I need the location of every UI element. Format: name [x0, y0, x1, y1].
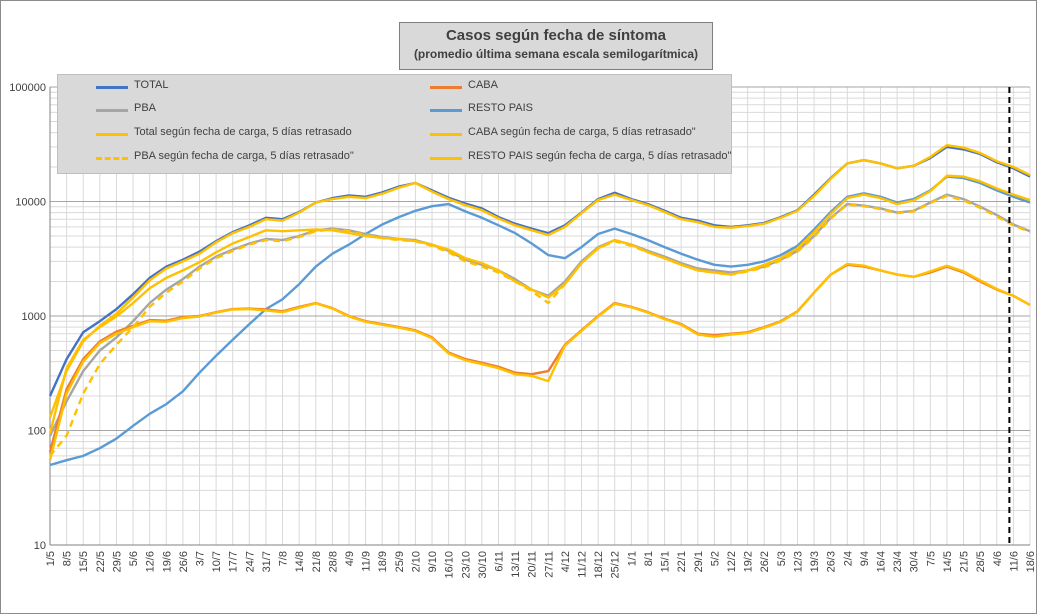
- legend-label: CABA según fecha de carga, 5 días retras…: [468, 126, 696, 138]
- x-tick-label: 8/1: [643, 551, 655, 566]
- x-tick-label: 25/9: [394, 551, 406, 572]
- legend-label: RESTO PAIS según fecha de carga, 5 días …: [468, 150, 732, 162]
- x-tick-label: 16/10: [444, 551, 456, 579]
- y-tick-label: 1000: [22, 311, 46, 323]
- x-tick-label: 31/7: [261, 551, 273, 572]
- x-tick-label: 20/11: [527, 551, 539, 578]
- legend-label: Total según fecha de carga, 5 días retra…: [134, 126, 352, 138]
- x-tick-label: 2/10: [410, 551, 422, 572]
- x-tick-label: 8/5: [62, 551, 74, 566]
- x-tick-label: 25/12: [610, 551, 622, 579]
- series-line-5: [48, 262, 1031, 461]
- x-tick-label: 14/8: [294, 551, 306, 572]
- legend-label: TOTAL: [134, 79, 169, 91]
- x-tick-label: 1/5: [45, 551, 57, 566]
- series-line-3: [49, 175, 1031, 467]
- x-tick-label: 5/3: [776, 551, 788, 566]
- series-line-4: [48, 143, 1031, 418]
- x-tick-label: 29/1: [693, 551, 705, 572]
- x-tick-label: 10/7: [211, 551, 223, 572]
- x-tick-label: 23/4: [892, 551, 904, 572]
- legend-label: RESTO PAIS: [468, 102, 534, 114]
- x-tick-label: 18/6: [1025, 551, 1036, 572]
- x-tick-label: 7/8: [278, 551, 290, 566]
- x-tick-label: 24/7: [244, 551, 256, 572]
- x-tick-label: 7/5: [925, 551, 937, 566]
- x-tick-label: 29/5: [111, 551, 123, 572]
- x-tick-label: 19/3: [809, 551, 821, 572]
- x-tick-label: 19/2: [743, 551, 755, 572]
- x-tick-label: 18/9: [377, 551, 389, 572]
- x-tick-label: 9/4: [859, 551, 871, 566]
- x-tick-label: 1/1: [626, 551, 638, 566]
- legend-swatch: [96, 109, 128, 112]
- x-tick-label: 16/4: [876, 551, 888, 572]
- x-tick-label: 14/5: [942, 551, 954, 572]
- legend-swatch: [430, 157, 462, 160]
- x-tick-label: 5/6: [128, 551, 140, 566]
- series-line-6: [49, 194, 1031, 457]
- x-tick-label: 4/9: [344, 551, 356, 566]
- chart-subtitle: (promedio última semana escala semilogar…: [413, 47, 699, 61]
- x-tick-label: 30/10: [477, 551, 489, 579]
- x-tick-label: 18/12: [593, 551, 605, 579]
- chart-title-box: Casos según fecha de síntoma (promedio ú…: [399, 22, 713, 70]
- y-tick-label: 100000: [9, 82, 46, 94]
- legend-swatch: [96, 86, 128, 89]
- x-tick-label: 11/9: [361, 551, 373, 572]
- y-tick-label: 10: [34, 540, 46, 552]
- y-tick-label: 10000: [15, 197, 46, 209]
- x-tick-label: 27/11: [543, 551, 555, 578]
- x-tick-label: 3/7: [194, 551, 206, 566]
- x-tick-label: 11/12: [577, 551, 589, 578]
- x-tick-label: 22/5: [95, 551, 107, 572]
- x-tick-label: 12/2: [726, 551, 738, 572]
- series-line-7: [48, 174, 1031, 434]
- x-tick-label: 23/10: [460, 551, 472, 579]
- x-tick-label: 12/3: [792, 551, 804, 572]
- legend: TOTAL CABA PBA RESTO PAIS Total según fe…: [57, 74, 732, 174]
- x-tick-label: 26/2: [759, 551, 771, 572]
- legend-swatch: [430, 109, 462, 112]
- y-tick-label: 100: [28, 426, 46, 438]
- x-tick-label: 28/5: [975, 551, 987, 572]
- chart-title: Casos según fecha de síntoma: [445, 27, 667, 44]
- x-tick-label: 5/2: [709, 551, 721, 566]
- x-tick-label: 12/6: [145, 551, 157, 572]
- x-tick-label: 13/11: [510, 551, 522, 578]
- x-tick-label: 26/6: [178, 551, 190, 572]
- x-tick-label: 28/8: [327, 551, 339, 572]
- x-tick-label: 4/6: [992, 551, 1004, 566]
- x-tick-label: 22/1: [676, 551, 688, 572]
- legend-swatch: [430, 133, 462, 136]
- x-tick-label: 15/1: [660, 551, 672, 572]
- x-tick-label: 4/12: [560, 551, 572, 572]
- x-tick-label: 30/4: [909, 551, 921, 572]
- legend-swatch: [430, 86, 462, 89]
- series-lines: [48, 143, 1031, 467]
- legend-swatch: [96, 157, 128, 160]
- x-tick-label: 6/11: [493, 551, 505, 572]
- x-tick-label: 9/10: [427, 551, 439, 572]
- x-tick-label: 2/4: [842, 551, 854, 566]
- x-tick-label: 21/5: [959, 551, 971, 572]
- legend-swatch: [96, 133, 128, 136]
- x-tick-label: 21/8: [311, 551, 323, 572]
- x-axis: 1/5 8/5 15/5 22/5 29/5 5/6 12/6 19/6 26/6 3/7 10/7…: [45, 544, 1036, 579]
- legend-label: CABA: [468, 79, 498, 91]
- y-axis: 10 100 1000 10000 100000: [9, 82, 51, 552]
- x-tick-label: 11/6: [1008, 551, 1020, 572]
- x-tick-label: 19/6: [161, 551, 173, 572]
- x-tick-label: 15/5: [78, 551, 90, 572]
- x-tick-label: 26/3: [826, 551, 838, 572]
- legend-label: PBA según fecha de carga, 5 días retrasa…: [134, 150, 354, 162]
- legend-label: PBA: [134, 102, 157, 114]
- x-tick-label: 17/7: [228, 551, 240, 572]
